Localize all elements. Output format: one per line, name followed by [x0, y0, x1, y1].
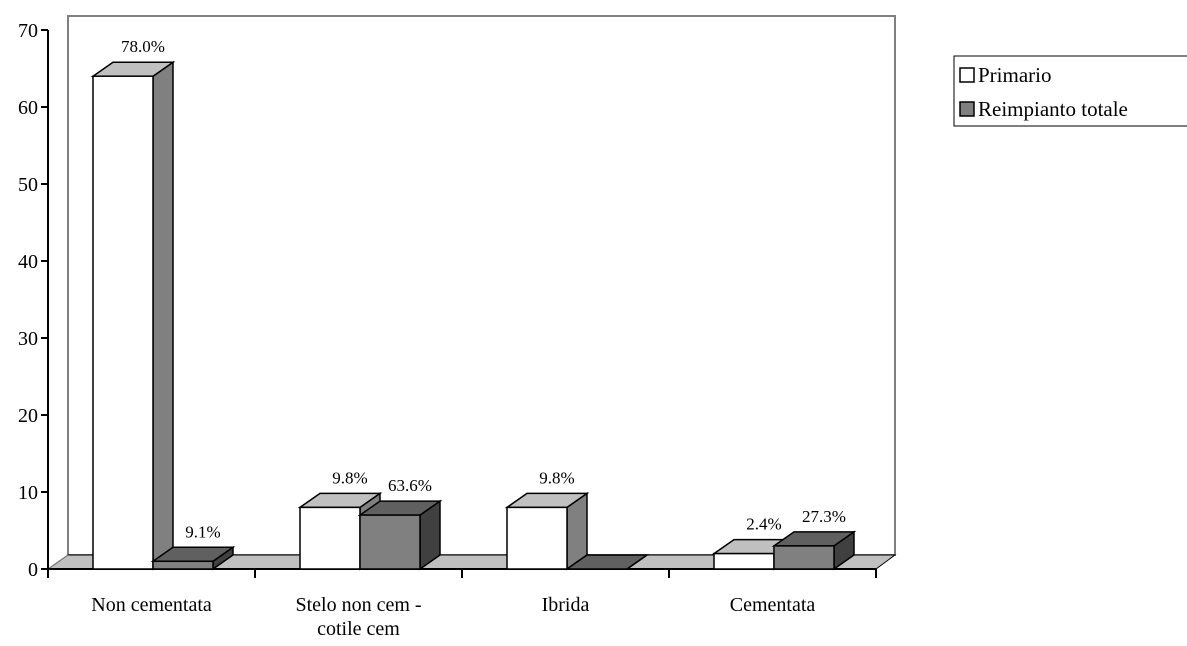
back-wall	[67, 15, 896, 556]
bar	[506, 506, 568, 570]
y-tick-label: 40	[18, 251, 38, 273]
y-tick-label: 0	[28, 559, 38, 581]
bar-top	[564, 554, 650, 570]
value-label: 63.6%	[388, 476, 432, 495]
x-tick-label: Non cementata	[91, 594, 212, 616]
bar	[152, 560, 214, 570]
x-tick-label: Cementata	[729, 594, 816, 616]
x-tick-label: Stelo non cem - cotile cem	[295, 594, 422, 640]
value-label: 9.8%	[332, 468, 367, 487]
bar	[713, 552, 775, 570]
y-tick-label: 20	[18, 405, 38, 427]
legend-label: Primario	[978, 63, 1052, 87]
bar	[773, 545, 835, 570]
bar-side	[152, 60, 174, 571]
legend	[953, 55, 1187, 127]
bar	[92, 75, 154, 570]
legend-label: Reimpianto totale	[978, 97, 1128, 121]
x-tick-label: Ibrida	[541, 594, 590, 616]
y-tick-label: 10	[18, 482, 38, 504]
side-edge	[47, 554, 69, 570]
y-tick-label: 70	[18, 20, 38, 42]
value-label: 9.8%	[539, 468, 574, 487]
value-label: 78.0%	[121, 37, 165, 56]
value-label: 2.4%	[746, 515, 781, 534]
y-tick-label: 60	[18, 97, 38, 119]
legend-swatch	[959, 101, 975, 117]
bar	[359, 514, 421, 570]
value-label: 27.3%	[802, 507, 846, 526]
y-tick-label: 30	[18, 328, 38, 350]
bar	[299, 506, 361, 570]
legend-swatch	[959, 67, 975, 83]
y-tick-label: 50	[18, 174, 38, 196]
value-label: 9.1%	[185, 522, 220, 541]
